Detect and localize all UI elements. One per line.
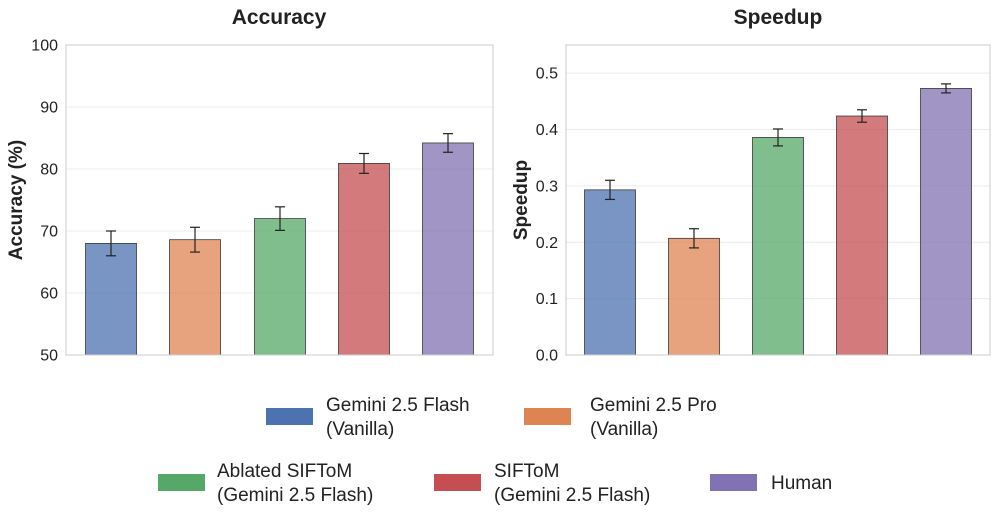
y-tick-label: 60: [40, 286, 58, 303]
y-tick-label: 80: [40, 162, 58, 179]
y-axis-label: Accuracy (%): [6, 140, 27, 260]
legend-label-line2: (Gemini 2.5 Flash): [494, 485, 650, 506]
bar: [584, 189, 636, 356]
chart-title: Accuracy: [232, 6, 327, 29]
legend-label-line2: (Gemini 2.5 Flash): [217, 485, 373, 506]
y-tick-label: 0.2: [536, 235, 558, 252]
bar: [836, 115, 888, 356]
legend-swatch: [434, 474, 481, 491]
legend-label: Gemini 2.5 Flash: [326, 395, 470, 416]
y-tick-label: 0.0: [536, 348, 558, 365]
y-tick-label: 100: [31, 38, 58, 55]
plot-frame: [565, 44, 991, 356]
y-tick-label: 70: [40, 224, 58, 241]
chart-title: Speedup: [734, 6, 823, 29]
bar: [254, 218, 306, 356]
bar: [668, 237, 720, 356]
bar: [920, 88, 972, 356]
plot-frame: [65, 44, 494, 356]
y-tick-label: 90: [40, 100, 58, 117]
y-tick-label: 0.4: [536, 122, 558, 139]
legend-item: Human: [710, 473, 832, 494]
legend-item: Gemini 2.5 Flash (Vanilla): [266, 395, 470, 440]
chart-panel-2: 0.0 0.1 0.2 0.3 0.4 0.5 Speedup Speedup: [511, 6, 991, 365]
legend-swatch: [524, 408, 571, 425]
y-tick-label: 0.1: [536, 291, 558, 308]
bar: [338, 163, 390, 356]
bar: [752, 137, 804, 356]
legend-swatch: [266, 408, 313, 425]
y-axis-label: Speedup: [511, 160, 532, 240]
legend-label: SIFToM: [494, 461, 559, 482]
bar: [85, 242, 137, 356]
chart-panel-1: 50 60 70 80 90 100 Accuracy Accuracy (%): [6, 6, 494, 365]
legend-item: Gemini 2.5 Pro (Vanilla): [524, 395, 717, 440]
legend-label: Gemini 2.5 Pro: [590, 395, 717, 416]
legend-item: Ablated SIFToM (Gemini 2.5 Flash): [158, 461, 373, 506]
legend: Gemini 2.5 Flash (Vanilla) Gemini 2.5 Pro (…: [158, 395, 832, 506]
legend-swatch: [710, 474, 757, 491]
legend-label-line2: (Vanilla): [326, 419, 394, 440]
y-tick-label: 50: [40, 348, 58, 365]
y-tick-label: 0.5: [536, 66, 558, 83]
legend-swatch: [158, 474, 205, 491]
bar: [422, 142, 474, 356]
legend-label-line2: (Vanilla): [590, 419, 658, 440]
bar: [169, 239, 221, 356]
legend-item: SIFToM (Gemini 2.5 Flash): [434, 461, 650, 506]
legend-label: Human: [771, 473, 832, 494]
legend-label: Ablated SIFToM: [217, 461, 352, 482]
y-tick-label: 0.3: [536, 178, 558, 195]
